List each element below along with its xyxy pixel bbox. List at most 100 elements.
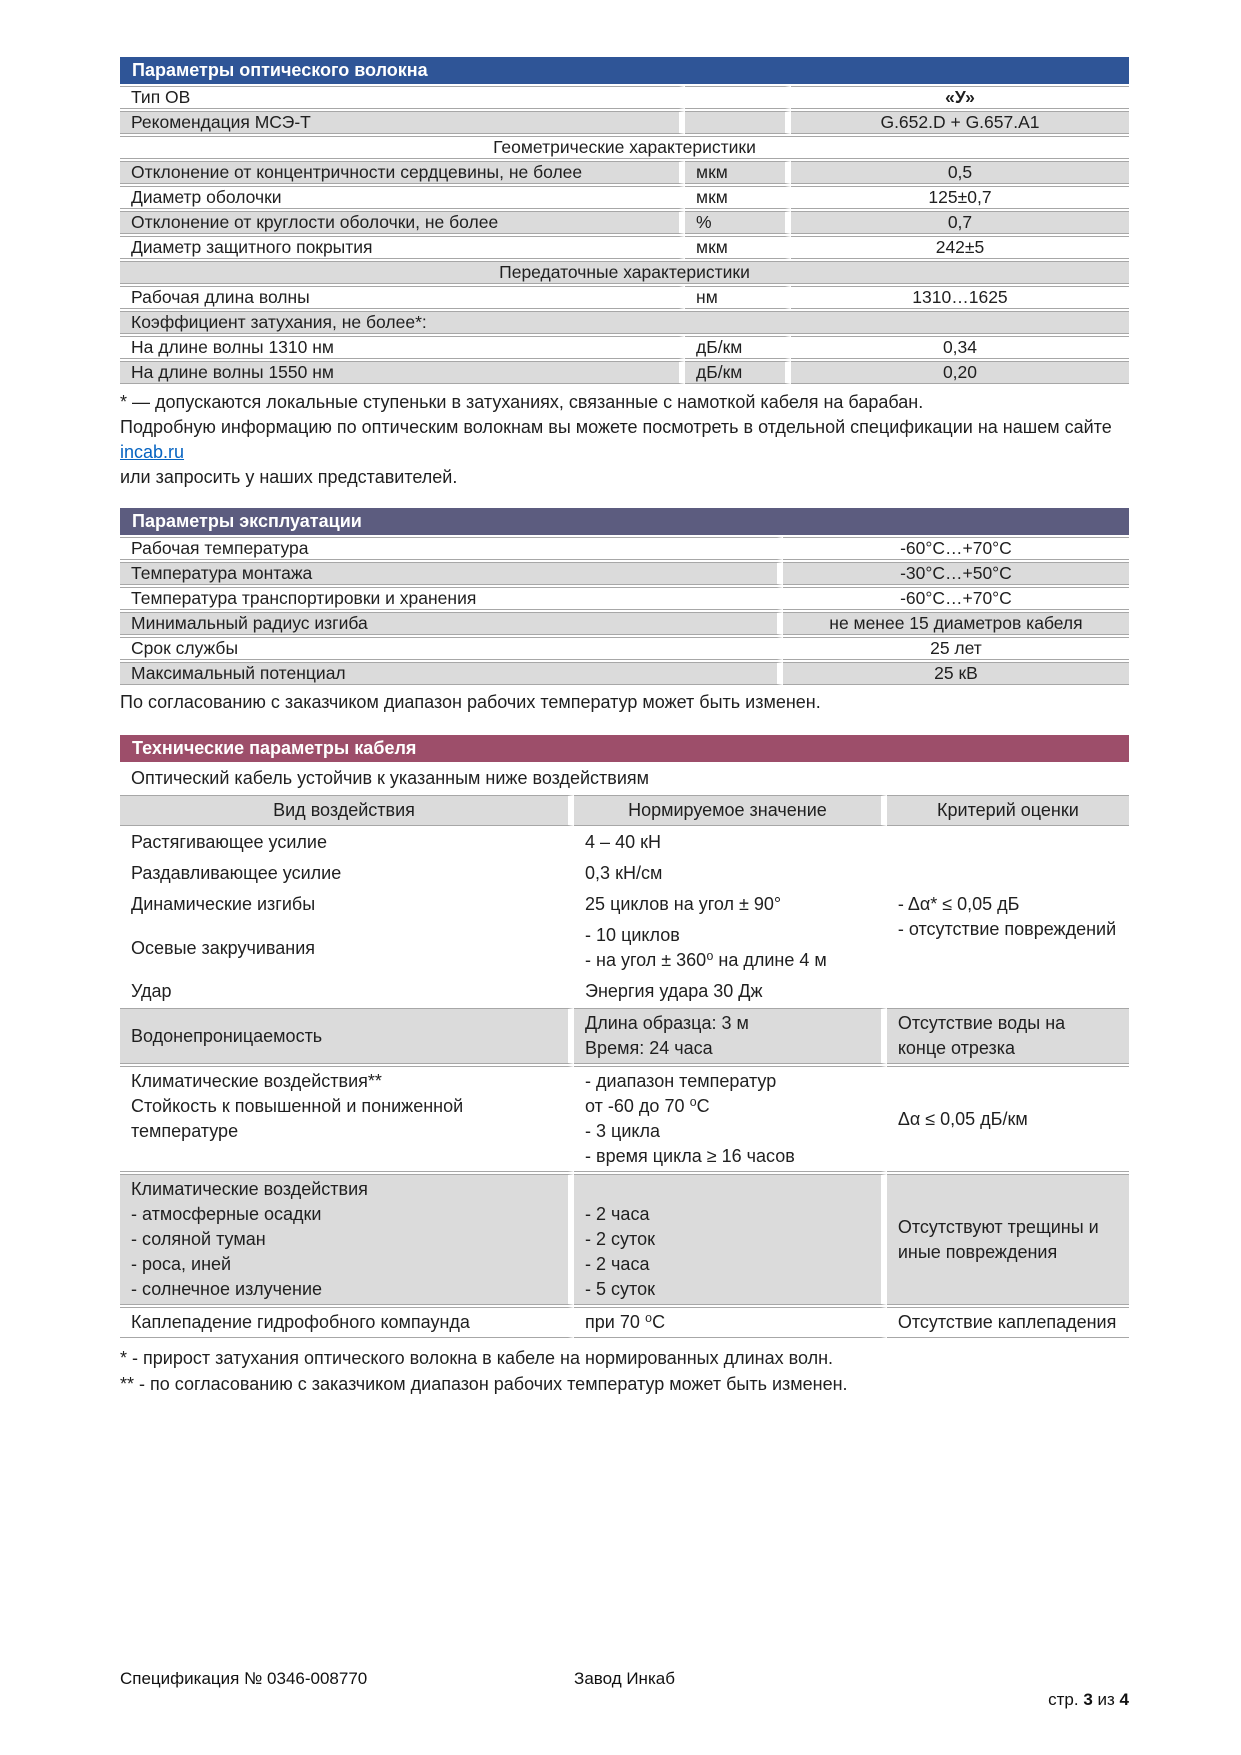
table-row: Раздавливающее усилие 0,3 кН/см [120,859,1129,888]
param-value: 0,7 [790,211,1129,234]
label-line: - роса, иней [131,1254,232,1274]
attenuation-subheader: Коэффициент затухания, не более*: [120,311,1129,334]
param-label: Температура транспортировки и хранения [120,587,783,610]
table-row: Климатические воздействия - атмосферные … [120,1174,1129,1305]
table-row: Растягивающее усилие 4 – 40 кН [120,828,1129,857]
label-line: Стойкость к повышенной и пониженной темп… [131,1096,464,1141]
impact-criteria: Отсутствие воды на конце отрезка [886,1008,1129,1064]
table-row: Температура монтажа -30°C…+50°C [120,562,1129,585]
impact-criteria: Δα ≤ 0,05 дБ/км [886,1066,1129,1172]
param-value: -60°C…+70°C [782,587,1129,610]
value-line: - на угол ± 360⁰ на длине 4 м [585,950,827,970]
param-value: 25 лет [782,637,1129,660]
page-separator: из [1092,1690,1120,1709]
param-label: Рекомендация МСЭ-Т [120,111,686,134]
param-value: 1310…1625 [790,286,1129,309]
impact-label: Каплепадение гидрофобного компаунда [120,1307,575,1338]
param-value: «У» [790,86,1129,109]
param-label: Тип ОВ [120,86,686,109]
impact-label: Раздавливающее усилие [120,859,575,888]
impact-label: Удар [120,977,575,1006]
param-value: не менее 15 диаметров кабеля [782,612,1129,635]
section-row: Передаточные характеристики [120,261,1129,284]
impact-value: - диапазон температур от -60 до 70 ⁰C - … [574,1066,887,1172]
value-line: - время цикла ≥ 16 часов [585,1146,795,1166]
impact-value: Длина образца: 3 м Время: 24 часа [574,1008,887,1064]
table-row: Срок службы 25 лет [120,637,1129,660]
label-line: - атмосферные осадки [131,1204,322,1224]
param-label: Отклонение от круглости оболочки, не бол… [120,211,686,234]
footer-spec-number: Спецификация № 0346-008770 [120,1669,368,1688]
param-label: Отклонение от концентричности сердцевины… [120,161,686,184]
table-row: Рекомендация МСЭ-Т G.652.D + G.657.A1 [120,111,1129,134]
param-label: На длине волны 1310 нм [120,336,686,359]
param-label: Температура монтажа [120,562,783,585]
param-label: Диаметр защитного покрытия [120,236,686,259]
impact-criteria [887,859,1129,888]
impact-label: Климатические воздействия - атмосферные … [120,1174,575,1305]
label-line: Климатические воздействия** [131,1071,382,1091]
table-row: Отклонение от круглости оболочки, не бол… [120,211,1129,234]
impact-label: Осевые закручивания [120,921,575,975]
param-value: 0,20 [790,361,1129,384]
impact-criteria: Отсутствуют трещины и иные повреждения [886,1174,1129,1305]
criteria-line: - отсутствие повреждений [897,919,1117,939]
cable-parameters-table: Технические параметры кабеля Оптический … [120,733,1129,1340]
column-header-criteria: Критерий оценки [886,795,1129,826]
cable-table-header-row: Технические параметры кабеля [120,735,1129,762]
param-value: -30°C…+50°C [782,562,1129,585]
impact-label: Растягивающее усилие [120,828,575,857]
value-line: - 2 суток [585,1229,655,1249]
cable-table-title: Технические параметры кабеля [120,735,1129,762]
param-value: 242±5 [790,236,1129,259]
param-unit: мкм [685,186,791,209]
param-label: Рабочая длина волны [120,286,686,309]
table-row: Осевые закручивания - 10 циклов - на уго… [120,921,1129,975]
footnote-info: Подробную информацию по оптическим волок… [120,415,1129,490]
value-line: - 2 часа [585,1254,650,1274]
table-row: Рабочая температура -60°C…+70°C [120,537,1129,560]
footnote-attenuation: * — допускаются локальные ступеньки в за… [120,392,924,412]
impact-value: - 2 часа - 2 суток - 2 часа - 5 суток [574,1174,887,1305]
impact-value: 25 циклов на угол ± 90° [574,890,887,919]
value-line: - диапазон температур [585,1071,777,1091]
table-row: Рабочая длина волны нм 1310…1625 [120,286,1129,309]
section-row: Коэффициент затухания, не более*: [120,311,1129,334]
section-heading-transmission: Передаточные характеристики [120,261,1129,284]
param-unit: нм [685,286,791,309]
footnote-info-text-2: или запросить у наших представителей. [120,467,458,487]
param-value: -60°C…+70°C [782,537,1129,560]
fiber-parameters-table: Параметры оптического волокна Тип ОВ «У»… [120,55,1129,386]
criteria-line: - Δα* ≤ 0,05 дБ [897,894,1020,914]
value-line: Время: 24 часа [585,1038,713,1058]
param-unit: дБ/км [685,361,791,384]
impact-value: при 70 ⁰C [574,1307,887,1338]
column-header-impact: Вид воздействия [120,795,575,826]
impact-value: - 10 циклов - на угол ± 360⁰ на длине 4 … [574,921,887,975]
impact-value: Энергия удара 30 Дж [574,977,887,1006]
table-row: Удар Энергия удара 30 Дж [120,977,1129,1006]
param-value: 25 кВ [782,662,1129,685]
footnote-attenuation-increase: * - прирост затухания оптического волокн… [120,1348,834,1368]
param-label: Максимальный потенциал [120,662,783,685]
impact-criteria [887,977,1129,1006]
param-unit: мкм [685,161,791,184]
table-row: Климатические воздействия** Стойкость к … [120,1066,1129,1172]
value-line: Длина образца: 3 м [585,1013,749,1033]
column-header-row: Вид воздействия Нормируемое значение Кри… [120,795,1129,826]
table-row: Каплепадение гидрофобного компаунда при … [120,1307,1129,1338]
param-unit [685,111,791,134]
param-label: Рабочая температура [120,537,783,560]
incab-link[interactable]: incab.ru [120,442,185,462]
fiber-table-title: Параметры оптического волокна [120,57,1129,84]
footnote-info-text: Подробную информацию по оптическим волок… [120,417,1112,437]
label-line: - солнечное излучение [131,1279,323,1299]
section-heading-geometric: Геометрические характеристики [120,136,1129,159]
param-unit: % [685,211,791,234]
cable-notes: * - прирост затухания оптического волокн… [120,1345,1129,1397]
table-row: Температура транспортировки и хранения -… [120,587,1129,610]
impact-value: 0,3 кН/см [574,859,887,888]
footer-factory-name: Завод Инкаб [574,1669,675,1688]
table-row: Тип ОВ «У» [120,86,1129,109]
value-line: от -60 до 70 ⁰C [585,1096,710,1116]
